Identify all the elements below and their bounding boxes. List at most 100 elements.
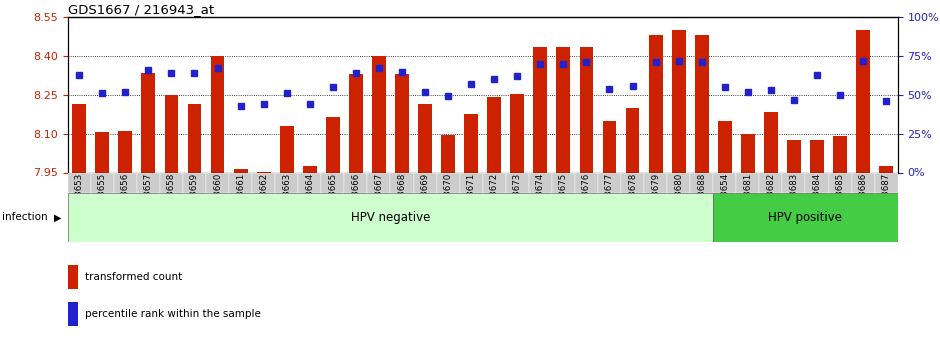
Bar	[390, 172, 414, 193]
Bar	[529, 172, 552, 193]
Text: GSM73664: GSM73664	[306, 173, 314, 220]
Text: transformed count: transformed count	[86, 272, 182, 282]
Bar	[672, 30, 685, 172]
Bar	[856, 30, 870, 172]
Bar	[118, 131, 133, 172]
Bar	[464, 114, 478, 172]
Text: GSM73687: GSM73687	[882, 173, 891, 220]
Bar	[252, 172, 275, 193]
Bar	[280, 126, 293, 172]
Bar	[114, 172, 137, 193]
Bar	[580, 47, 593, 172]
Bar	[160, 172, 183, 193]
Text: GDS1667 / 216943_at: GDS1667 / 216943_at	[68, 3, 213, 16]
Text: GSM73682: GSM73682	[766, 173, 775, 220]
Bar	[68, 265, 78, 289]
Bar	[575, 172, 598, 193]
Text: GSM73662: GSM73662	[259, 173, 268, 220]
Bar	[741, 134, 755, 172]
Bar	[326, 117, 339, 172]
Bar	[91, 172, 114, 193]
Text: GSM73683: GSM73683	[790, 173, 798, 220]
Bar	[806, 172, 828, 193]
Bar	[68, 302, 78, 326]
Bar	[810, 140, 824, 172]
Text: GSM73654: GSM73654	[720, 173, 729, 220]
Bar	[460, 172, 483, 193]
Text: GSM73655: GSM73655	[98, 173, 107, 220]
Text: GSM73657: GSM73657	[144, 173, 153, 220]
Bar	[211, 56, 225, 172]
Text: GSM73678: GSM73678	[628, 173, 637, 220]
Bar	[188, 104, 201, 172]
Text: GSM73671: GSM73671	[466, 173, 476, 220]
Bar	[72, 104, 86, 172]
Bar	[787, 140, 801, 172]
Bar	[303, 166, 317, 172]
Bar	[418, 104, 432, 172]
Text: GSM73676: GSM73676	[582, 173, 591, 220]
Text: infection: infection	[2, 213, 48, 222]
Bar	[234, 169, 247, 172]
Bar	[436, 172, 460, 193]
Text: GSM73674: GSM73674	[536, 173, 545, 220]
Bar	[68, 172, 91, 193]
Text: GSM73653: GSM73653	[74, 173, 84, 220]
Bar	[736, 172, 760, 193]
Text: GSM73685: GSM73685	[836, 173, 844, 220]
Bar	[414, 172, 436, 193]
Text: GSM73681: GSM73681	[744, 173, 752, 220]
Text: GSM73660: GSM73660	[213, 173, 222, 220]
Bar	[552, 172, 575, 193]
Text: GSM73667: GSM73667	[374, 173, 384, 220]
Text: GSM73673: GSM73673	[513, 173, 522, 220]
Bar	[603, 121, 617, 172]
Bar	[782, 172, 806, 193]
Bar	[483, 172, 506, 193]
Bar	[141, 73, 155, 172]
Bar	[874, 172, 898, 193]
Bar	[852, 172, 874, 193]
Text: GSM73670: GSM73670	[444, 173, 452, 220]
Bar	[344, 172, 368, 193]
Text: GSM73688: GSM73688	[697, 173, 706, 220]
Text: HPV positive: HPV positive	[769, 211, 842, 224]
Text: GSM73669: GSM73669	[420, 173, 430, 220]
Bar	[713, 172, 736, 193]
Text: GSM73680: GSM73680	[674, 173, 683, 220]
Text: GSM73666: GSM73666	[352, 173, 360, 220]
Text: GSM73656: GSM73656	[121, 173, 130, 220]
Text: GSM73686: GSM73686	[858, 173, 868, 220]
Bar	[275, 172, 298, 193]
Bar	[441, 135, 455, 172]
Bar	[229, 172, 252, 193]
Bar	[695, 36, 709, 172]
Bar	[713, 193, 898, 242]
Text: percentile rank within the sample: percentile rank within the sample	[86, 309, 261, 319]
Bar	[879, 166, 893, 172]
Text: ▶: ▶	[54, 213, 61, 222]
Bar	[68, 193, 713, 242]
Bar	[760, 172, 782, 193]
Bar	[395, 74, 409, 172]
Text: HPV negative: HPV negative	[351, 211, 431, 224]
Bar	[321, 172, 344, 193]
Text: GSM73668: GSM73668	[398, 173, 406, 220]
Bar	[626, 108, 639, 172]
Bar	[833, 136, 847, 172]
Text: GSM73679: GSM73679	[651, 173, 660, 220]
Bar	[598, 172, 621, 193]
Text: GSM73659: GSM73659	[190, 173, 199, 220]
Bar	[718, 121, 731, 172]
Bar	[206, 172, 229, 193]
Bar	[644, 172, 667, 193]
Bar	[828, 172, 852, 193]
Bar	[298, 172, 321, 193]
Bar	[510, 93, 525, 172]
Text: GSM73658: GSM73658	[167, 173, 176, 220]
Bar	[667, 172, 690, 193]
Bar	[372, 56, 385, 172]
Bar	[183, 172, 206, 193]
Bar	[487, 98, 501, 172]
Text: GSM73677: GSM73677	[605, 173, 614, 220]
